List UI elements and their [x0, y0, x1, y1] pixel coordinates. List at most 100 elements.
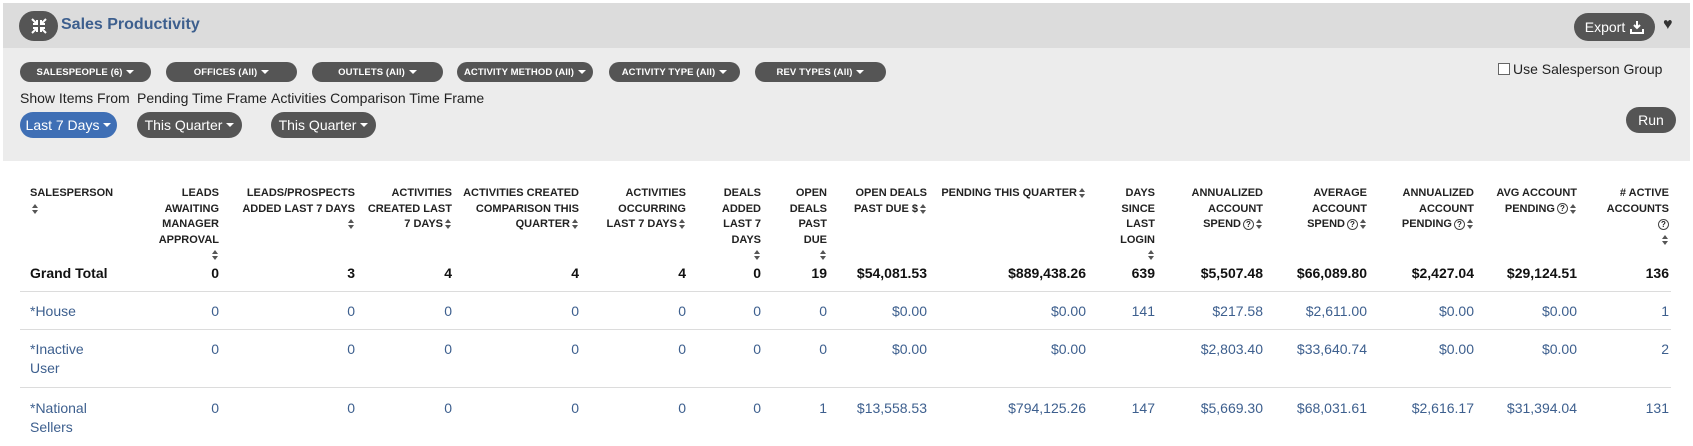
table-cell-avg-account-pending[interactable]: $0.00: [1541, 341, 1577, 357]
rev-types-filter[interactable]: REV TYPES (All): [755, 62, 886, 82]
salespeople-filter[interactable]: SALESPEOPLE (6): [20, 62, 151, 82]
sort-icon[interactable]: [1360, 219, 1367, 230]
sort-icon[interactable]: [820, 250, 827, 261]
table-cell-open-deals-past-due[interactable]: 0: [819, 341, 827, 357]
table-cell-activities-created[interactable]: 0: [444, 400, 452, 416]
table-cell-active-accounts[interactable]: 1: [1661, 303, 1669, 319]
table-cell-annualized-account-pending[interactable]: $0.00: [1438, 341, 1474, 357]
help-icon[interactable]: ?: [1658, 218, 1669, 230]
table-cell-days-since-last-login[interactable]: 147: [1131, 400, 1155, 416]
table-cell-annualized-account-spend[interactable]: $5,669.30: [1200, 400, 1263, 416]
column-header-activities-created[interactable]: ACTIVITIES CREATED LAST 7 DAYS: [357, 186, 452, 233]
sort-icon[interactable]: [1467, 219, 1474, 230]
show-items-from-select[interactable]: Last 7 Days: [20, 112, 117, 138]
help-icon[interactable]: ?: [1347, 218, 1358, 230]
table-cell-leads-prospects-added[interactable]: 0: [347, 400, 355, 416]
activity-method-filter[interactable]: ACTIVITY METHOD (All): [457, 62, 593, 82]
table-cell-activities-occurring[interactable]: 0: [678, 303, 686, 319]
run-button[interactable]: Run: [1626, 107, 1676, 133]
sort-icon[interactable]: [679, 219, 686, 230]
table-cell-open-deals-past-due-amount[interactable]: $13,558.53: [856, 400, 927, 416]
sort-icon[interactable]: [1148, 250, 1155, 261]
column-header-annualized-account-spend[interactable]: ANNUALIZED ACCOUNT SPEND?: [1173, 186, 1264, 233]
table-cell-annualized-account-pending[interactable]: $0.00: [1438, 303, 1474, 319]
table-cell-pending-this-quarter[interactable]: $794,125.26: [1008, 400, 1086, 416]
table-cell-average-account-spend[interactable]: $2,611.00: [1305, 303, 1367, 319]
export-button[interactable]: Export: [1574, 13, 1655, 41]
offices-filter[interactable]: OFFICES (All): [166, 62, 297, 82]
sort-icon[interactable]: [348, 219, 355, 230]
table-cell-open-deals-past-due[interactable]: 1: [819, 400, 827, 416]
column-header-activities-occurring[interactable]: ACTIVITIES OCCURRING LAST 7 DAYS: [591, 186, 686, 233]
table-cell-leads-awaiting-approval[interactable]: 0: [211, 400, 219, 416]
activities-comparison-select[interactable]: This Quarter: [271, 112, 376, 138]
sort-icon[interactable]: [212, 250, 219, 261]
column-header-pending-this-quarter[interactable]: PENDING THIS QUARTER: [936, 186, 1086, 202]
column-header-open-deals-past-due[interactable]: OPEN DEALS PAST DUE: [777, 186, 827, 264]
table-cell-pending-this-quarter[interactable]: $0.00: [1050, 303, 1086, 319]
column-header-active-accounts[interactable]: # ACTIVE ACCOUNTS?: [1594, 186, 1669, 248]
table-cell-active-accounts[interactable]: 131: [1645, 400, 1669, 416]
column-header-deals-added[interactable]: DEALS ADDED LAST 7 DAYS: [711, 186, 761, 264]
outlets-filter[interactable]: OUTLETS (All): [312, 62, 443, 82]
sort-icon[interactable]: [445, 219, 452, 230]
table-cell-open-deals-past-due-amount[interactable]: $0.00: [891, 303, 927, 319]
sort-icon[interactable]: [1662, 234, 1669, 245]
table-cell-annualized-account-spend[interactable]: $2,803.40: [1200, 341, 1263, 357]
table-cell-activities-occurring[interactable]: 0: [678, 341, 686, 357]
sort-icon[interactable]: [572, 219, 579, 230]
table-cell-average-account-spend[interactable]: $33,640.74: [1296, 341, 1367, 357]
help-icon[interactable]: ?: [1557, 203, 1568, 215]
column-header-salesperson[interactable]: SALESPERSON: [30, 186, 120, 217]
salesperson-link[interactable]: *Inactive User: [30, 341, 84, 376]
table-cell-open-deals-past-due[interactable]: 0: [819, 303, 827, 319]
salesperson-link[interactable]: *House: [30, 303, 76, 319]
table-cell-days-since-last-login[interactable]: 141: [1131, 303, 1155, 319]
favorite-heart-icon[interactable]: ♥: [1663, 16, 1673, 33]
table-cell-activities-comparison[interactable]: 0: [571, 341, 579, 357]
sort-icon[interactable]: [754, 250, 761, 261]
column-header-avg-account-pending[interactable]: AVG ACCOUNT PENDING?: [1482, 186, 1577, 217]
sort-icon[interactable]: [1079, 188, 1086, 199]
table-cell-deals-added[interactable]: 0: [753, 400, 761, 416]
table-cell-active-accounts[interactable]: 2: [1661, 341, 1669, 357]
column-header-annualized-account-pending[interactable]: ANNUALIZED ACCOUNT PENDING?: [1384, 186, 1474, 233]
table-cell-deals-added[interactable]: 0: [753, 341, 761, 357]
pending-time-frame-select[interactable]: This Quarter: [137, 112, 242, 138]
table-cell-average-account-spend[interactable]: $68,031.61: [1296, 400, 1367, 416]
sort-icon[interactable]: [920, 203, 927, 214]
table-cell-activities-created[interactable]: 0: [444, 303, 452, 319]
sort-icon[interactable]: [1256, 219, 1263, 230]
collapse-button[interactable]: [19, 11, 58, 41]
column-header-activities-comparison[interactable]: ACTIVITIES CREATED COMPARISON THIS QUARTER: [449, 186, 579, 233]
table-cell-activities-created[interactable]: 0: [444, 341, 452, 357]
table-cell-pending-this-quarter[interactable]: $0.00: [1050, 341, 1086, 357]
table-cell-open-deals-past-due-amount[interactable]: $0.00: [891, 341, 927, 357]
sort-icon[interactable]: [1570, 203, 1577, 214]
table-cell-annualized-account-spend[interactable]: $217.58: [1212, 303, 1263, 319]
table-cell-activities-occurring[interactable]: 0: [678, 400, 686, 416]
table-cell-leads-prospects-added[interactable]: 0: [347, 303, 355, 319]
table-cell-avg-account-pending[interactable]: $0.00: [1541, 303, 1577, 319]
table-cell-activities-comparison[interactable]: 0: [571, 303, 579, 319]
column-header-average-account-spend[interactable]: AVERAGE ACCOUNT SPEND?: [1277, 186, 1367, 233]
help-icon[interactable]: ?: [1243, 218, 1254, 230]
table-cell-deals-added[interactable]: 0: [753, 303, 761, 319]
column-header-label: ACTIVITIES: [625, 187, 686, 199]
column-header-open-deals-past-due-amount[interactable]: OPEN DEALS PAST DUE $: [842, 186, 927, 217]
column-header-leads-prospects-added[interactable]: LEADS/PROSPECTS ADDED LAST 7 DAYS: [235, 186, 355, 233]
table-cell-leads-awaiting-approval[interactable]: 0: [211, 303, 219, 319]
table-cell-leads-prospects-added[interactable]: 0: [347, 341, 355, 357]
use-salesperson-group-checkbox[interactable]: Use Salesperson Group: [1498, 61, 1662, 77]
checkbox-icon[interactable]: [1498, 63, 1510, 75]
help-icon[interactable]: ?: [1454, 218, 1465, 230]
sort-icon[interactable]: [32, 203, 39, 214]
table-cell-activities-comparison[interactable]: 0: [571, 400, 579, 416]
column-header-days-since-last-login[interactable]: DAYS SINCE LAST LOGIN: [1105, 186, 1155, 264]
table-cell-leads-awaiting-approval[interactable]: 0: [211, 341, 219, 357]
salesperson-link[interactable]: *National Sellers: [30, 400, 87, 435]
table-cell-annualized-account-pending[interactable]: $2,616.17: [1411, 400, 1474, 416]
table-cell-avg-account-pending[interactable]: $31,394.04: [1506, 400, 1577, 416]
column-header-leads-awaiting-approval[interactable]: LEADS AWAITING MANAGER APPROVAL: [139, 186, 219, 264]
activity-type-filter[interactable]: ACTIVITY TYPE (All): [609, 62, 740, 82]
